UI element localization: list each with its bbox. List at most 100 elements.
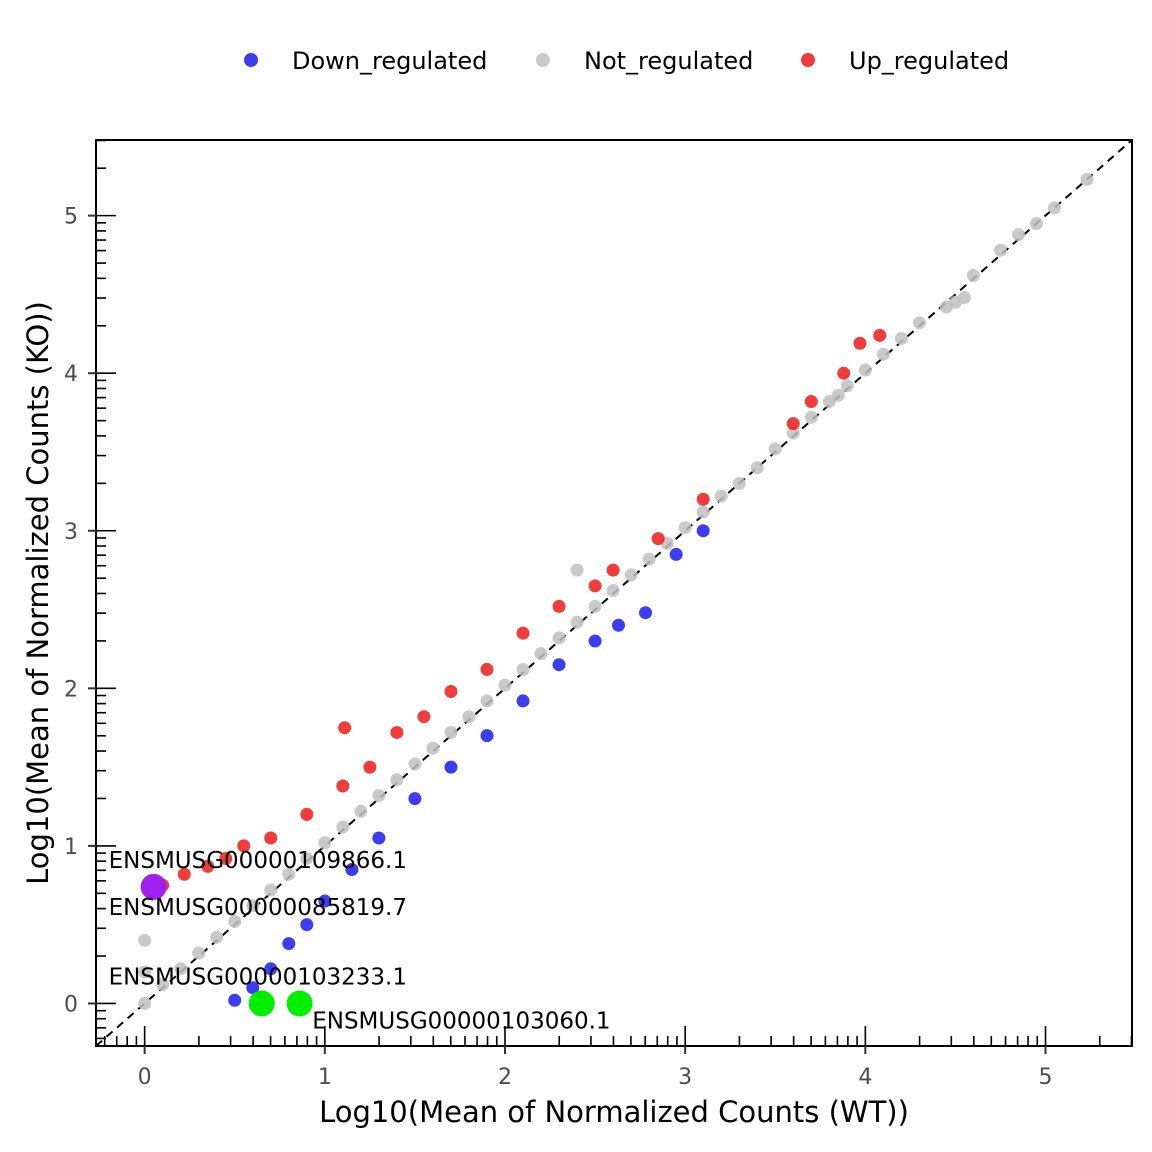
series-highlight-3 xyxy=(140,873,167,900)
data-point xyxy=(570,615,584,629)
data-point xyxy=(876,347,890,361)
annotation-label: ENSMUSG00000103233.1 xyxy=(109,965,407,991)
y-tick-label: 1 xyxy=(64,835,78,860)
data-point xyxy=(1048,201,1062,215)
data-point xyxy=(606,563,620,577)
data-point xyxy=(338,721,352,735)
data-point xyxy=(696,492,710,506)
annotation-label: ENSMUSG00000085819.7 xyxy=(109,895,407,921)
data-point xyxy=(480,662,494,676)
legend-label: Down_regulated xyxy=(292,47,487,75)
data-point xyxy=(462,710,476,724)
data-point xyxy=(444,760,458,774)
x-axis-title: Log10(Mean of Normalized Counts (WT)) xyxy=(319,1095,909,1129)
x-tick-label: 1 xyxy=(318,1065,332,1090)
data-point xyxy=(417,710,431,724)
data-point xyxy=(552,658,566,672)
data-point xyxy=(138,933,152,947)
data-point xyxy=(804,395,818,409)
data-point xyxy=(822,395,836,409)
data-point xyxy=(624,568,638,582)
data-point xyxy=(1030,217,1044,231)
y-tick-label: 0 xyxy=(64,992,78,1017)
series-not-regulated xyxy=(138,172,1094,1010)
y-tick-label: 5 xyxy=(64,205,78,230)
data-point xyxy=(354,804,368,818)
legend-label: Up_regulated xyxy=(849,47,1009,75)
data-point xyxy=(696,524,710,538)
data-point xyxy=(363,760,377,774)
data-point xyxy=(639,606,653,620)
data-point xyxy=(1080,172,1094,186)
x-tick-label: 4 xyxy=(858,1065,872,1090)
data-point xyxy=(552,599,566,613)
data-point xyxy=(612,618,626,632)
data-point xyxy=(372,788,386,802)
y-tick-label: 2 xyxy=(64,677,78,702)
legend-key-down-regulated xyxy=(244,53,258,67)
x-tick-label: 5 xyxy=(1039,1065,1053,1090)
data-point xyxy=(873,328,887,342)
data-point xyxy=(300,807,314,821)
data-point xyxy=(516,626,530,640)
legend-key-not-regulated xyxy=(536,53,550,67)
data-point xyxy=(390,773,404,787)
data-point xyxy=(837,366,851,380)
data-point xyxy=(651,532,665,546)
data-point xyxy=(939,300,953,314)
data-point xyxy=(219,851,233,865)
data-point xyxy=(372,831,386,845)
data-point xyxy=(570,563,584,577)
x-tick-label: 0 xyxy=(138,1065,152,1090)
data-point xyxy=(345,863,359,877)
legend: Down_regulated Not_regulated Up_regulated xyxy=(244,47,1009,75)
data-point xyxy=(966,269,980,283)
data-point xyxy=(264,962,278,976)
data-point xyxy=(669,547,683,561)
data-point xyxy=(246,981,260,995)
data-point xyxy=(264,883,278,897)
data-point xyxy=(444,684,458,698)
data-point xyxy=(336,820,350,834)
data-point xyxy=(534,647,548,661)
data-point xyxy=(246,899,260,913)
data-point xyxy=(750,461,764,475)
data-point xyxy=(853,336,867,350)
data-point xyxy=(174,962,188,976)
data-point xyxy=(408,792,422,806)
data-point xyxy=(248,990,275,1017)
data-point xyxy=(480,694,494,708)
data-point xyxy=(912,316,926,330)
y-axis-title: Log10(Mean of Normalized Counts (KO)) xyxy=(21,301,55,885)
data-point xyxy=(286,990,313,1017)
data-point xyxy=(588,634,602,648)
series-down-regulated xyxy=(228,524,710,1007)
data-point xyxy=(732,476,746,490)
data-point xyxy=(300,918,314,932)
x-tick-label: 2 xyxy=(498,1065,512,1090)
data-point xyxy=(516,694,530,708)
series-highlight-4 xyxy=(248,990,313,1017)
data-point xyxy=(210,930,224,944)
data-point xyxy=(336,779,350,793)
data-point xyxy=(786,417,800,431)
data-point xyxy=(552,631,566,645)
data-point xyxy=(318,894,332,908)
annotation-label: ENSMUSG00000103060.1 xyxy=(312,1009,610,1035)
data-point xyxy=(1011,228,1025,242)
data-point xyxy=(282,937,296,951)
data-point xyxy=(804,410,818,424)
data-point xyxy=(138,996,152,1010)
data-point xyxy=(201,859,215,873)
data-point xyxy=(714,489,728,503)
data-point xyxy=(588,599,602,613)
data-point xyxy=(786,426,800,440)
data-point xyxy=(831,388,845,402)
data-point xyxy=(696,505,710,519)
y-tick-label: 4 xyxy=(64,362,78,387)
data-point xyxy=(516,662,530,676)
data-point xyxy=(606,584,620,598)
data-point xyxy=(498,678,512,692)
